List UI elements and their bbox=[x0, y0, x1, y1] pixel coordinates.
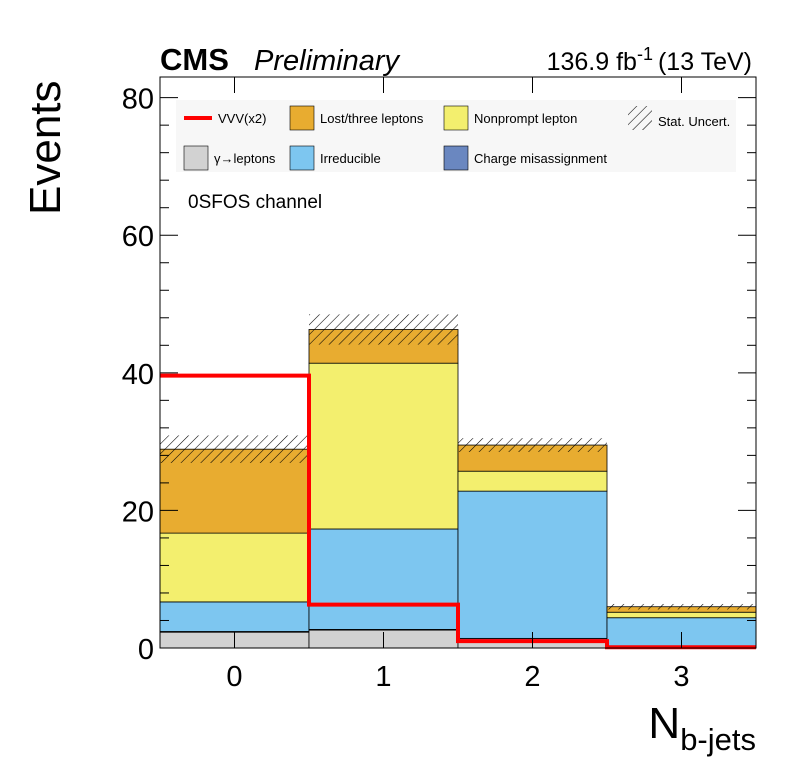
lumi-exponent: -1 bbox=[637, 44, 653, 64]
signal-vvv-line bbox=[160, 373, 756, 650]
y-tick-label-20: 20 bbox=[122, 496, 154, 528]
y-tick-label-60: 60 bbox=[122, 221, 154, 253]
y-tick-label-40: 40 bbox=[122, 359, 154, 391]
cms-label: CMS bbox=[160, 42, 229, 77]
legend-swatch-stat-uncert bbox=[628, 106, 652, 130]
legend-swatch-lost-three-leptons bbox=[289, 105, 315, 131]
legend-swatch-nonprompt-lepton bbox=[443, 105, 469, 131]
bar-irreducible-bin-2 bbox=[457, 490, 608, 639]
legend-swatch-leptons bbox=[183, 145, 209, 171]
bar-nonprompt-lepton-bin-1 bbox=[308, 362, 459, 530]
legend-label-lost-three-leptons: Lost/three leptons bbox=[320, 111, 424, 126]
bar-nonprompt-lepton-bin-0 bbox=[159, 532, 310, 603]
bar-irreducible-bin-1 bbox=[308, 528, 459, 630]
x-axis-title-main: N bbox=[648, 699, 680, 748]
plot-area: 0 20 40 60 80 0 1 2 3 bbox=[122, 76, 757, 693]
legend-label-stat-uncert: Stat. Uncert. bbox=[658, 114, 730, 129]
x-tick-label-2: 2 bbox=[524, 661, 540, 693]
stat-uncert-band-bin-1 bbox=[309, 314, 458, 345]
preliminary-label: Preliminary bbox=[254, 45, 401, 77]
stat-uncert-band-bin-0 bbox=[160, 435, 309, 463]
stat-uncert-band-bin-2 bbox=[458, 438, 607, 452]
bar-lost-three-leptons-bin-0 bbox=[159, 448, 310, 534]
legend-swatch-charge-misassignment bbox=[443, 145, 469, 171]
x-axis-title-sub: b-jets bbox=[680, 722, 756, 757]
legend-label-vvv-x2: VVV(x2) bbox=[218, 111, 266, 126]
stat-uncert-band-bin-3 bbox=[607, 603, 756, 610]
lumi-label: 136.9 fb-1 (13 TeV) bbox=[547, 44, 752, 76]
channel-annotation: 0SFOS channel bbox=[188, 192, 322, 213]
bar-nonprompt-lepton-bin-3 bbox=[606, 611, 757, 619]
energy-label: (13 TeV) bbox=[658, 48, 752, 76]
y-tick-label-80: 80 bbox=[122, 84, 154, 116]
x-tick-label-0: 0 bbox=[226, 661, 242, 693]
bar-nonprompt-lepton-bin-2 bbox=[457, 470, 608, 492]
plot-frame bbox=[159, 76, 757, 649]
legend-label-irreducible: Irreducible bbox=[320, 151, 381, 166]
legend-label-nonprompt-lepton: Nonprompt lepton bbox=[474, 111, 577, 126]
bar-irreducible-bin-0 bbox=[159, 601, 310, 632]
x-tick-label-1: 1 bbox=[375, 661, 391, 693]
x-tick-label-3: 3 bbox=[673, 661, 689, 693]
legend-swatch-irreducible bbox=[289, 145, 315, 171]
x-axis-title: Nb-jets bbox=[648, 699, 756, 757]
lumi-value: 136.9 fb bbox=[547, 48, 637, 76]
legend: VVV(x2) Lost/three leptons Nonprompt lepto… bbox=[176, 100, 736, 172]
y-axis-title: Events bbox=[21, 80, 70, 215]
legend-label-leptons: γ→leptons bbox=[214, 151, 276, 166]
y-tick-label-0: 0 bbox=[138, 634, 154, 666]
legend-label-charge-misassignment: Charge misassignment bbox=[474, 151, 607, 166]
